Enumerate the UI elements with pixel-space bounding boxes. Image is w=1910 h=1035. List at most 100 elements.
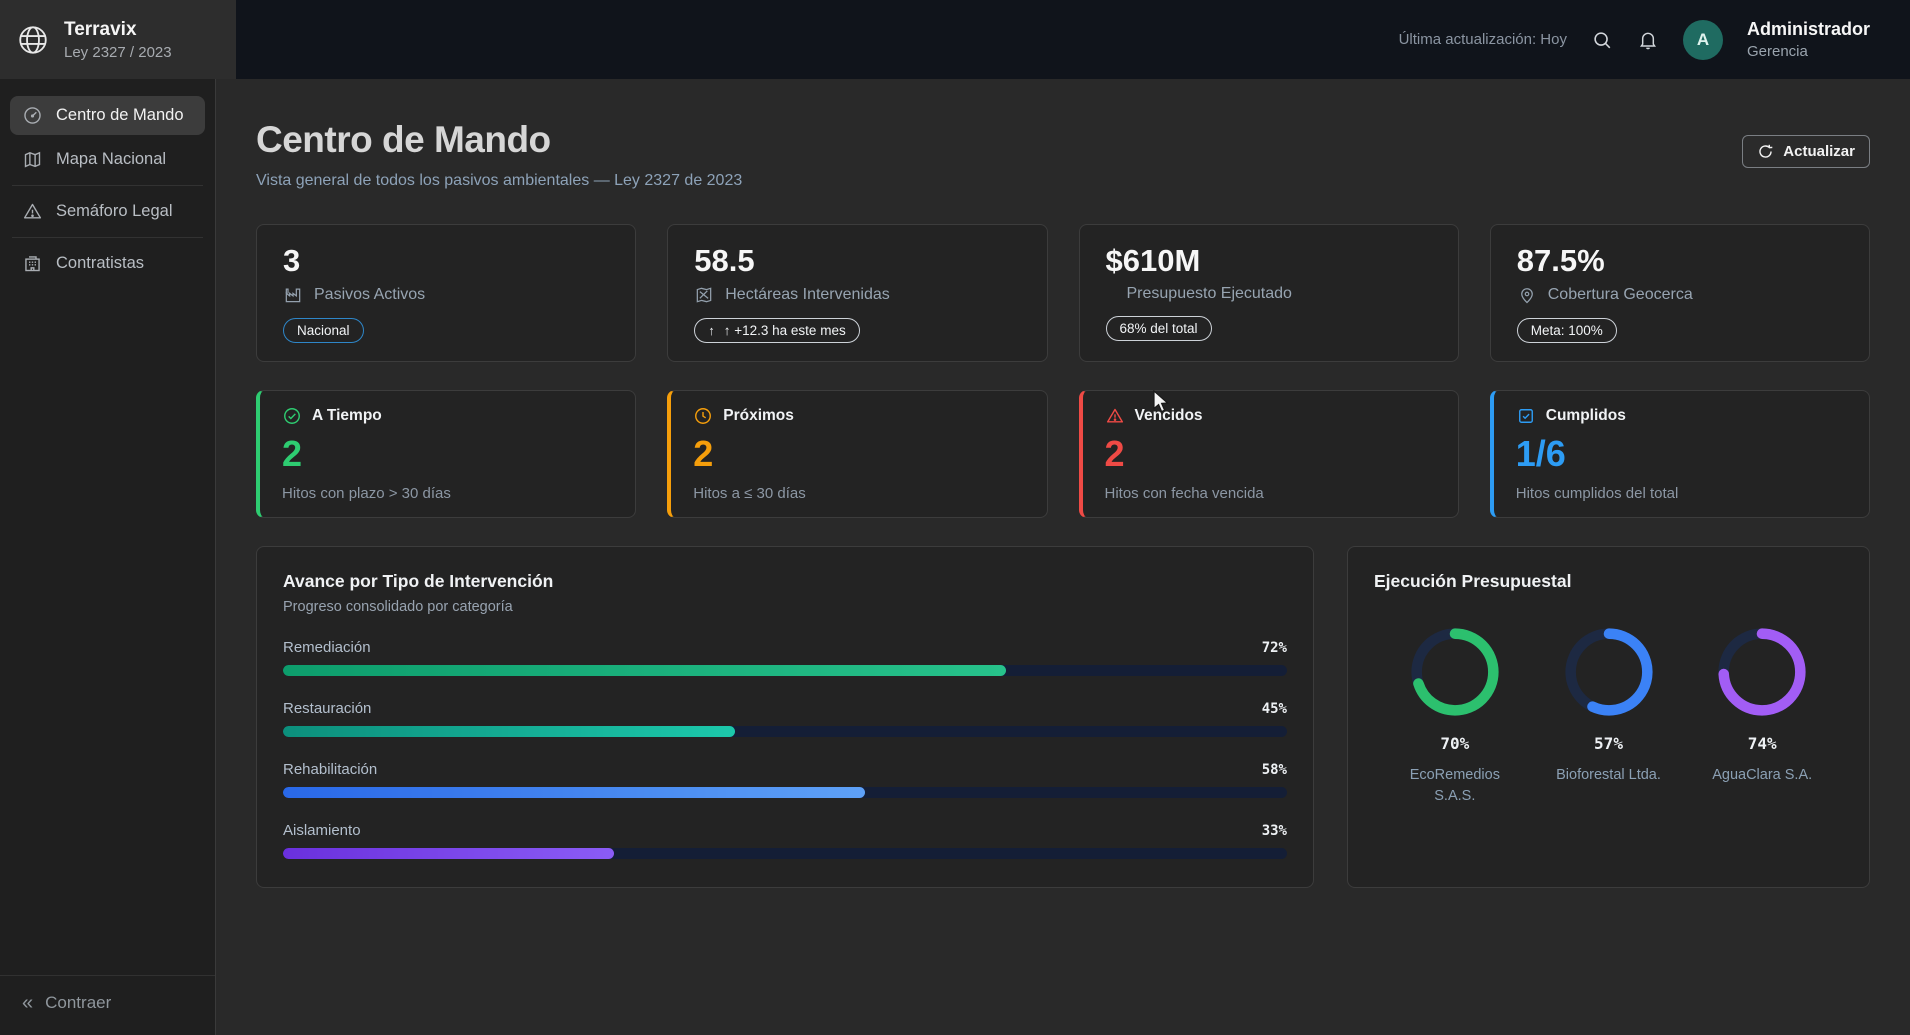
progress-row: Rehabilitación 58% [283, 761, 1287, 798]
bell-icon[interactable] [1637, 29, 1659, 51]
donut-chart: 70% EcoRemedios S.A.S. [1378, 626, 1532, 807]
refresh-button[interactable]: Actualizar [1742, 135, 1870, 168]
sidebar-divider [12, 185, 203, 186]
warning-triangle-icon [1105, 406, 1125, 426]
sidebar-item-semaforo-legal[interactable]: Semáforo Legal [10, 192, 205, 231]
progress-track [283, 787, 1287, 798]
progress-fill [283, 726, 735, 737]
brand: Terravix Ley 2327 / 2023 [0, 0, 236, 79]
app-title: Terravix [64, 19, 172, 41]
donut-chart: 74% AguaClara S.A. [1685, 626, 1839, 807]
sidebar-divider [12, 237, 203, 238]
donut-chart: 57%Bioforestal Ltda. [1532, 626, 1686, 807]
donut-ring [1716, 626, 1808, 718]
check-circle-icon [282, 406, 302, 426]
status-value: 2 [1105, 435, 1436, 473]
factory-icon [283, 285, 303, 305]
progress-row: Remediación72% [283, 639, 1287, 676]
main-content: Centro de Mando Vista general de todos l… [216, 79, 1910, 1035]
page-title: Centro de Mando [256, 119, 1870, 161]
map-icon [22, 149, 43, 170]
kpi-card-presupuesto: $610M Presupuesto Ejecutado 68% del tota… [1079, 224, 1459, 362]
kpi-row: 3 Pasivos Activos Nacional 58.5 He [256, 224, 1870, 362]
collapse-sidebar-button[interactable]: « Contraer [0, 975, 215, 1035]
kpi-label: Hectáreas Intervenidas [725, 286, 890, 304]
globe-icon [16, 23, 50, 57]
donut-label: EcoRemedios S.A.S. [1390, 765, 1520, 807]
topbar: Terravix Ley 2327 / 2023 Última actualiz… [0, 0, 1910, 79]
status-row: A Tiempo 2 Hitos con plazo > 30 días Pró… [256, 390, 1870, 519]
clock-icon [693, 406, 713, 426]
map-area-icon [694, 285, 714, 305]
panel-ejecucion-presupuestal: Ejecución Presupuestal 70% EcoRemedios S.… [1347, 546, 1870, 888]
progress-fill [283, 787, 865, 798]
donut-ring [1409, 626, 1501, 718]
status-title: Cumplidos [1546, 407, 1626, 425]
progress-fill [283, 665, 1006, 676]
sidebar-item-mapa-nacional[interactable]: Mapa Nacional [10, 140, 205, 179]
trend-up-icon: ↑ [708, 323, 715, 338]
app-subtitle: Ley 2327 / 2023 [64, 44, 172, 61]
kpi-card-geocerca: 87.5% Cobertura Geocerca Meta: 100% [1490, 224, 1870, 362]
status-title: A Tiempo [312, 407, 382, 425]
donut-charts: 70% EcoRemedios S.A.S. 57%Bioforestal Ltda… [1374, 626, 1843, 807]
kpi-value: 87.5% [1517, 245, 1843, 278]
building-icon [22, 253, 43, 274]
last-update-text: Última actualización: Hoy [1399, 31, 1567, 48]
kpi-card-pasivos-activos: 3 Pasivos Activos Nacional [256, 224, 636, 362]
progress-row: Aislamiento33% [283, 822, 1287, 859]
sidebar-item-label: Contratistas [56, 254, 144, 273]
sidebar-item-label: Semáforo Legal [56, 202, 173, 221]
status-value: 2 [693, 435, 1024, 473]
bar-value: 45% [1262, 701, 1287, 717]
page-subtitle: Vista general de todos los pasivos ambie… [256, 172, 1870, 190]
panel-avance-intervencion: Avance por Tipo de Intervención Progreso… [256, 546, 1314, 888]
sidebar-item-label: Mapa Nacional [56, 150, 166, 169]
kpi-label: Cobertura Geocerca [1548, 286, 1693, 304]
progress-track [283, 665, 1287, 676]
donut-value: 74% [1748, 734, 1777, 753]
search-icon[interactable] [1591, 29, 1613, 51]
donut-label: Bioforestal Ltda. [1556, 765, 1661, 786]
bar-value: 58% [1262, 762, 1287, 778]
bar-value: 72% [1262, 640, 1287, 656]
status-subtitle: Hitos a ≤ 30 días [693, 485, 1024, 502]
kpi-card-hectareas: 58.5 Hectáreas Intervenidas ↑ ↑ +12.3 ha… [667, 224, 1047, 362]
status-value: 2 [282, 435, 613, 473]
status-subtitle: Hitos con fecha vencida [1105, 485, 1436, 502]
bar-label: Restauración [283, 700, 371, 717]
donut-label: AguaClara S.A. [1712, 765, 1812, 786]
kpi-badge: Nacional [283, 318, 364, 343]
status-card-vencidos: Vencidos 2 Hitos con fecha vencida [1079, 390, 1459, 519]
avatar[interactable]: A [1683, 20, 1723, 60]
progress-fill [283, 848, 614, 859]
sidebar-item-label: Centro de Mando [56, 106, 184, 125]
kpi-value: 3 [283, 245, 609, 278]
status-subtitle: Hitos con plazo > 30 días [282, 485, 613, 502]
donut-value: 70% [1440, 734, 1469, 753]
progress-row: Restauración 45% [283, 700, 1287, 737]
panel-title: Ejecución Presupuestal [1374, 571, 1843, 592]
kpi-badge: Meta: 100% [1517, 318, 1617, 343]
chevrons-left-icon: « [22, 993, 33, 1013]
progress-track [283, 848, 1287, 859]
refresh-label: Actualizar [1783, 143, 1855, 160]
kpi-label: Pasivos Activos [314, 286, 425, 304]
bar-value: 33% [1262, 823, 1287, 839]
status-title: Vencidos [1135, 407, 1203, 425]
status-value: 1/6 [1516, 435, 1847, 473]
sidebar-item-centro-de-mando[interactable]: Centro de Mando [10, 96, 205, 135]
panel-title: Avance por Tipo de Intervención [283, 571, 1287, 592]
sidebar: Centro de Mando Mapa Nacional Semáforo L… [0, 79, 216, 1035]
status-card-proximos: Próximos 2 Hitos a ≤ 30 días [667, 390, 1047, 519]
checkbox-icon [1516, 406, 1536, 426]
sidebar-item-contratistas[interactable]: Contratistas [10, 244, 205, 283]
kpi-value: $610M [1106, 245, 1432, 278]
bar-label: Rehabilitación [283, 761, 377, 778]
warning-triangle-icon [22, 201, 43, 222]
kpi-badge: 68% del total [1106, 316, 1212, 341]
gauge-icon [22, 105, 43, 126]
location-pin-icon [1517, 285, 1537, 305]
panel-subtitle: Progreso consolidado por categoría [283, 599, 1287, 615]
status-card-a-tiempo: A Tiempo 2 Hitos con plazo > 30 días [256, 390, 636, 519]
